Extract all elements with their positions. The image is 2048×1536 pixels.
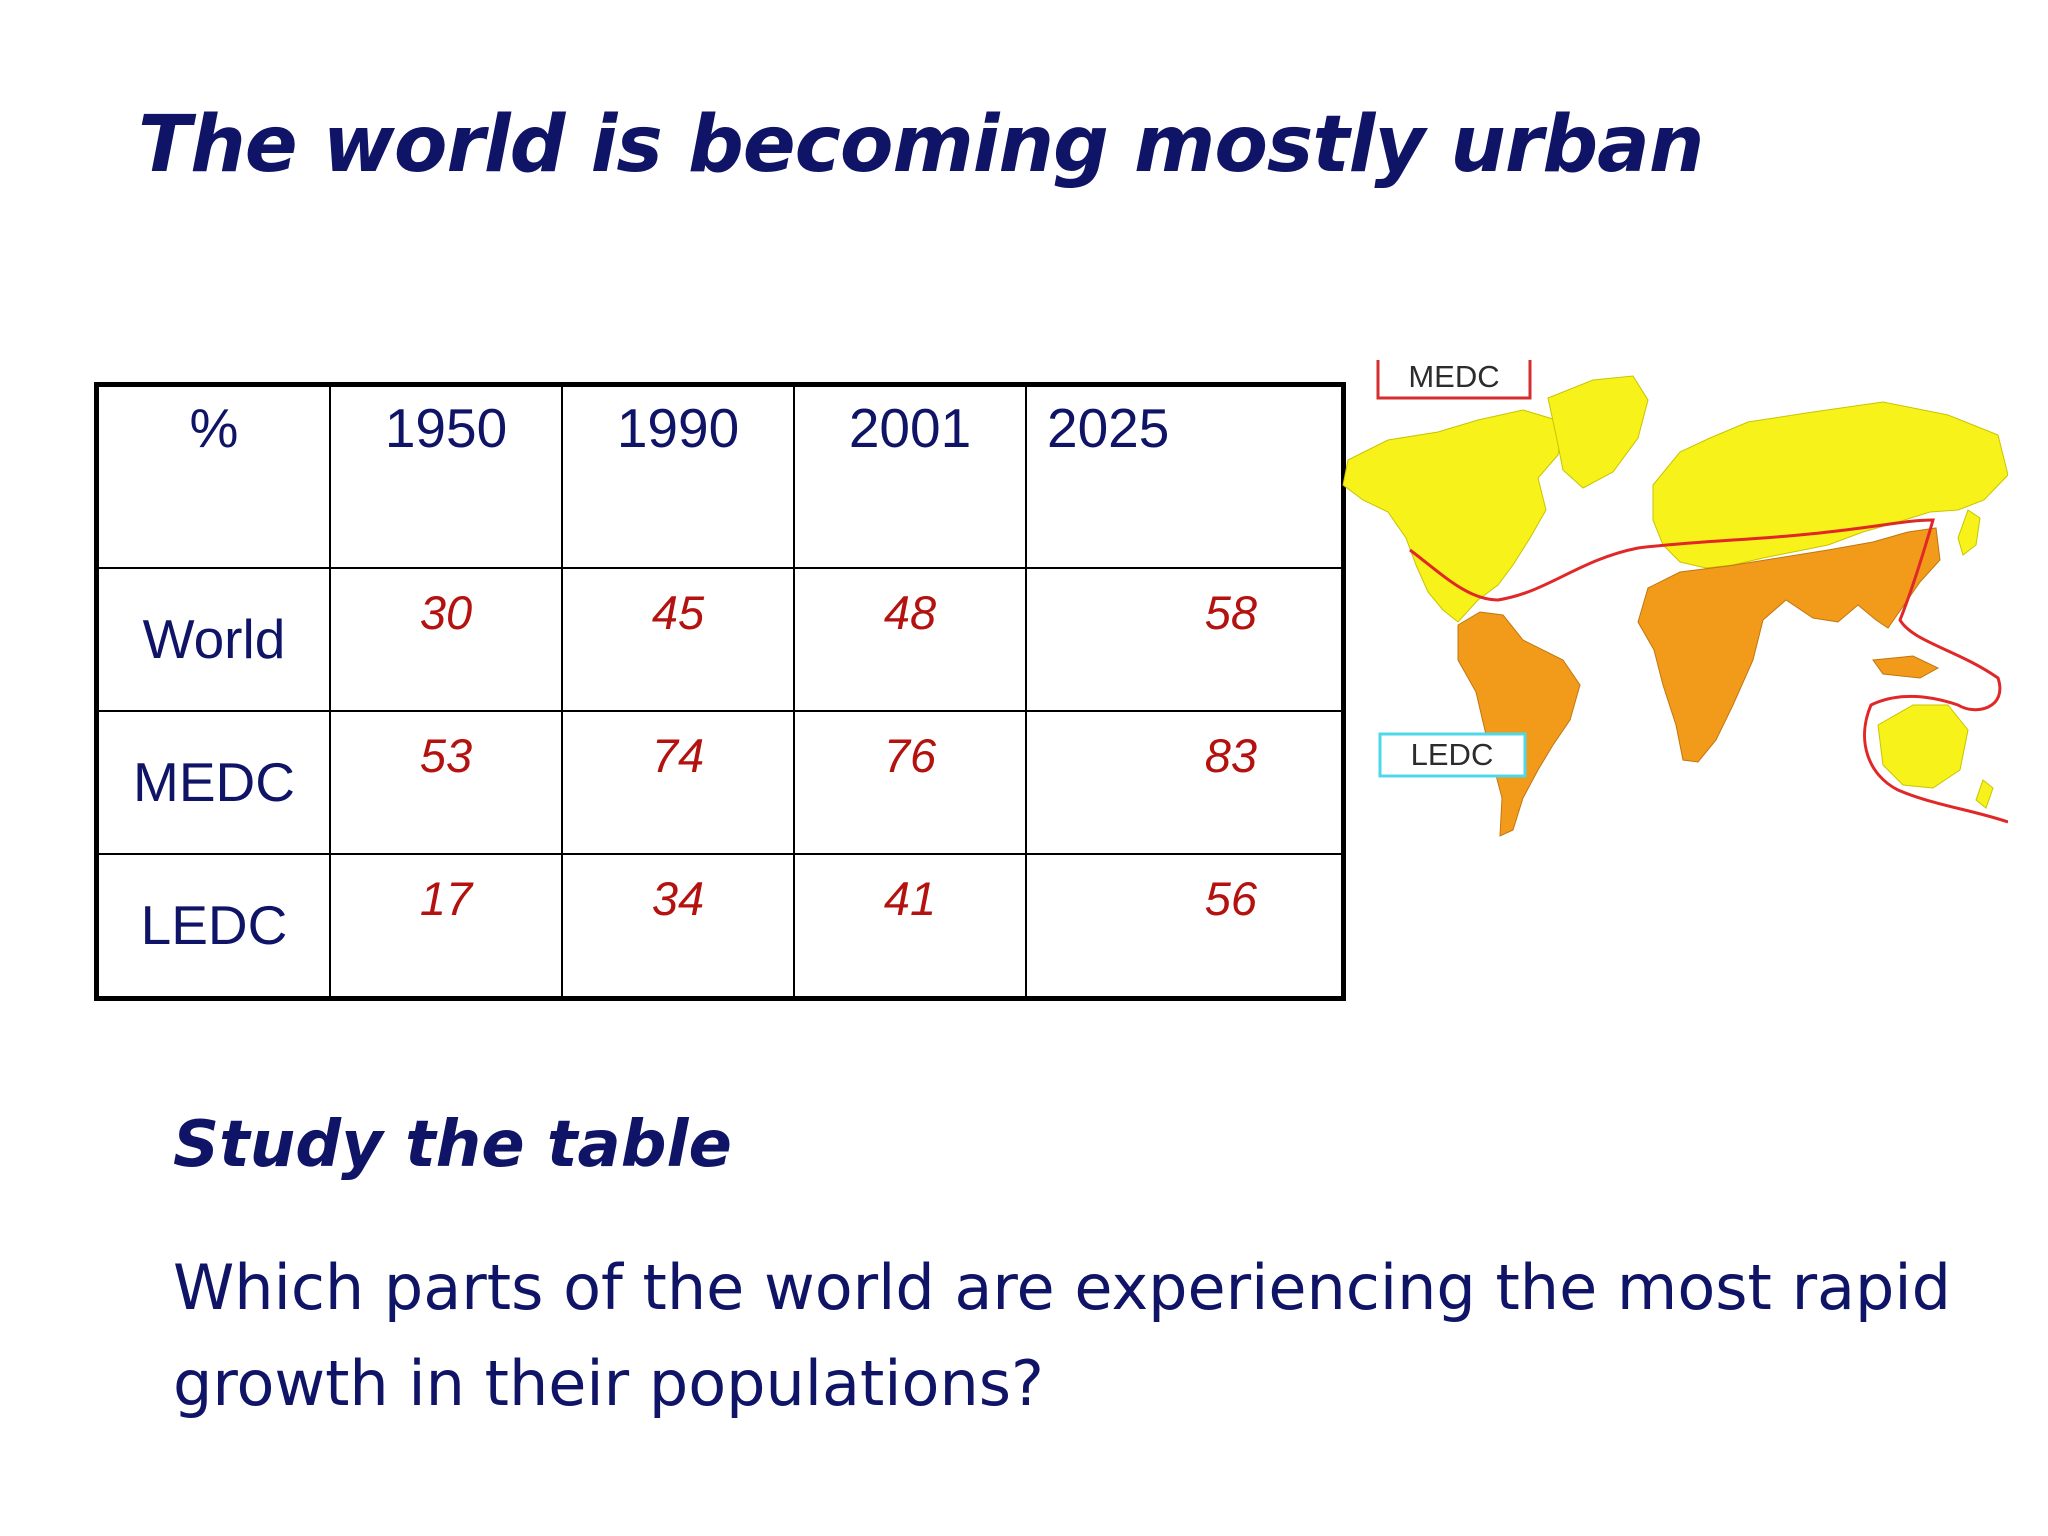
study-the-table-heading: Study the table <box>173 1108 732 1182</box>
region-label: World <box>95 567 331 712</box>
year-header-1950: 1950 <box>329 383 563 569</box>
table-corner-cell: % <box>95 383 331 569</box>
year-header-2001: 2001 <box>793 383 1027 569</box>
japan-shape <box>1957 509 1981 556</box>
medc-label-box <box>1376 360 1532 400</box>
year-header-2025: 2025 <box>1025 383 1345 569</box>
eurasia-north-shape <box>1652 401 2008 569</box>
year-header-1990: 1990 <box>561 383 795 569</box>
world-map: MEDC LEDC <box>1342 360 2008 837</box>
region-label: LEDC <box>95 853 331 1000</box>
ledc-label-box <box>1378 732 1527 778</box>
value-cell: 48 <box>793 567 1027 712</box>
value-cell: 17 <box>329 853 563 1000</box>
urban-population-table: % 1950 1990 2001 2025 World 30 45 48 58 … <box>94 382 1346 1001</box>
world-map-figure: MEDC LEDC <box>1308 360 2008 850</box>
medc-label: MEDC <box>1408 360 1499 394</box>
value-cell: 34 <box>561 853 795 1000</box>
australia-shape <box>1877 704 1969 789</box>
value-cell: 45 <box>561 567 795 712</box>
value-cell: 74 <box>561 710 795 855</box>
africa-asia-south-shape <box>1637 527 1941 763</box>
slide-title: The world is becoming mostly urban <box>138 100 1704 190</box>
table-header-row: % 1950 1990 2001 2025 <box>95 383 1345 569</box>
value-cell: 56 <box>1025 853 1345 1000</box>
table-row-medc: MEDC 53 74 76 83 <box>95 710 1345 855</box>
region-label: MEDC <box>95 710 331 855</box>
south-america-shape <box>1457 611 1581 837</box>
greenland-shape <box>1547 375 1649 489</box>
north-south-divide-line <box>1409 518 2008 824</box>
new-zealand-shape <box>1975 779 1994 809</box>
table-row-world: World 30 45 48 58 <box>95 567 1345 712</box>
question-text: Which parts of the world are experiencin… <box>173 1251 1951 1420</box>
value-cell: 58 <box>1025 567 1345 712</box>
table-row-ledc: LEDC 17 34 41 56 <box>95 853 1345 1000</box>
southeast-asia-islands-shape <box>1872 655 1940 679</box>
value-cell: 53 <box>329 710 563 855</box>
north-america-shape <box>1342 409 1564 623</box>
value-cell: 41 <box>793 853 1027 1000</box>
value-cell: 83 <box>1025 710 1345 855</box>
value-cell: 30 <box>329 567 563 712</box>
value-cell: 76 <box>793 710 1027 855</box>
ledc-label: LEDC <box>1411 737 1494 772</box>
